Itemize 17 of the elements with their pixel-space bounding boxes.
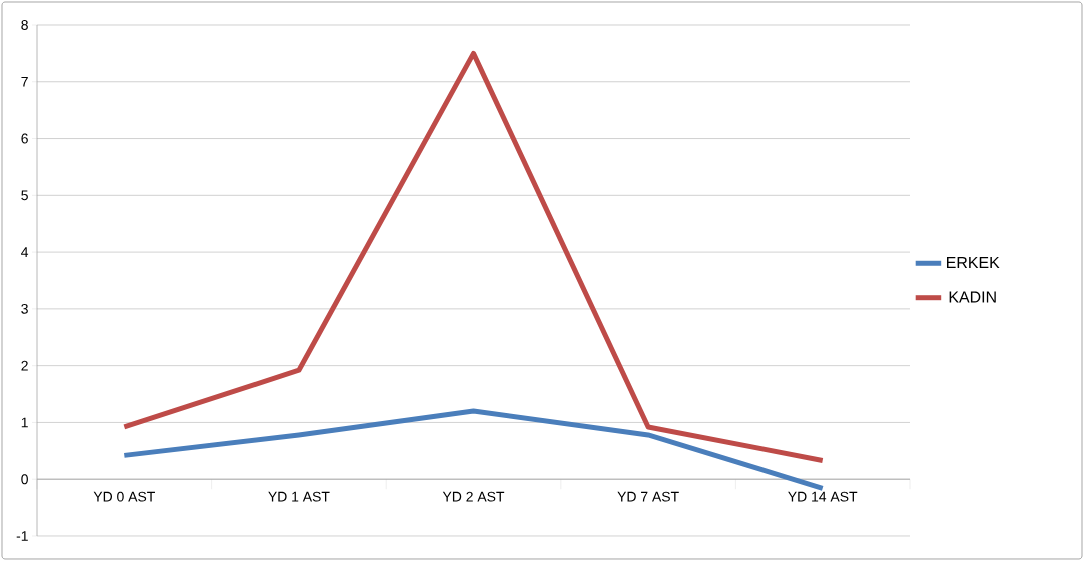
x-tick-label: YD 14 AST: [788, 491, 858, 502]
x-tick-label: YD 1 AST: [268, 491, 330, 502]
y-tick-label: 6: [21, 133, 28, 144]
x-tick-label: YD 2 AST: [442, 491, 505, 502]
y-tick-label: 3: [21, 303, 28, 314]
legend-label: KADIN: [949, 291, 996, 303]
y-tick-label: 8: [21, 20, 28, 30]
y-tick-label: 1: [21, 417, 28, 428]
y-tick-label: 0: [21, 474, 28, 485]
y-tick-label: 2: [21, 360, 28, 371]
x-tick-label: YD 0 AST: [93, 491, 155, 502]
y-tick-label: 5: [21, 190, 28, 201]
y-tick-label: 7: [21, 76, 28, 87]
x-tick-label: YD 7 AST: [617, 491, 679, 502]
y-tick-label: 4: [21, 247, 29, 257]
legend-label: ERKEK: [947, 257, 1000, 268]
y-tick-label: -1: [16, 531, 28, 541]
